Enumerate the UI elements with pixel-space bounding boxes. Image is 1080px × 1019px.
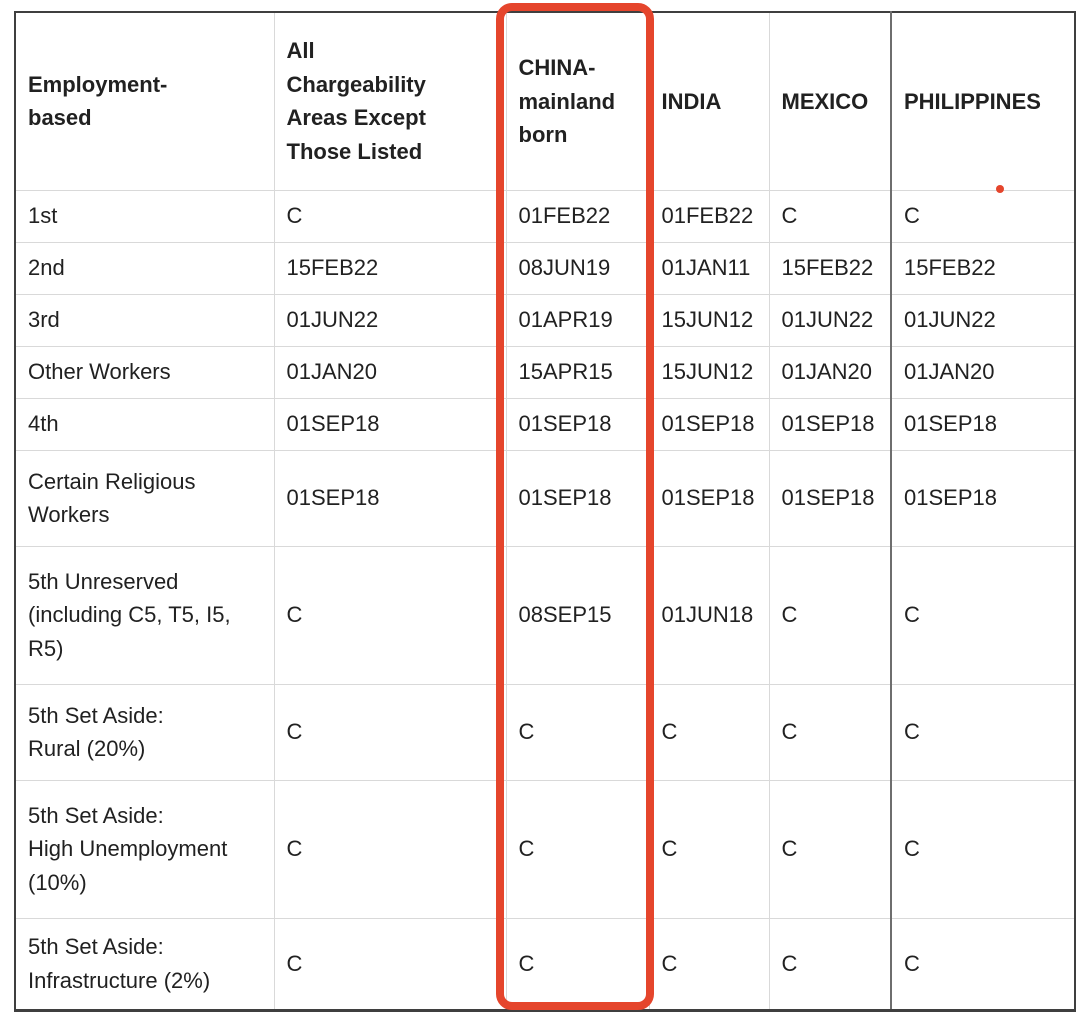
cell-india: C <box>648 779 770 919</box>
cell-china: 01SEP18 <box>505 449 650 547</box>
column-header-all-chargeability: All Chargeability Areas Except Those Lis… <box>273 11 507 191</box>
table-row-5th-set-aside-infrastructure: 5th Set Aside: Infrastructure (2%) C C C… <box>14 917 1076 1011</box>
cell-philippines: 01JAN20 <box>890 345 1076 399</box>
cell-india: C <box>648 917 770 1011</box>
cell-china: C <box>505 683 650 781</box>
table-row-4th: 4th 01SEP18 01SEP18 01SEP18 01SEP18 01SE… <box>14 397 1076 451</box>
cell-all-chargeability: 15FEB22 <box>273 241 507 295</box>
cell-all-chargeability: 01SEP18 <box>273 397 507 451</box>
row-label: 1st <box>14 189 275 243</box>
cell-india: C <box>648 683 770 781</box>
cell-mexico: C <box>768 779 892 919</box>
cell-mexico: 01JUN22 <box>768 293 892 347</box>
table-row-5th-set-aside-rural: 5th Set Aside: Rural (20%) C C C C C <box>14 683 1076 781</box>
cell-all-chargeability: C <box>273 683 507 781</box>
row-label: 5th Set Aside: Infrastructure (2%) <box>14 917 275 1011</box>
cell-china: 15APR15 <box>505 345 650 399</box>
row-label: 5th Set Aside: Rural (20%) <box>14 683 275 781</box>
cell-india: 01JUN18 <box>648 545 770 685</box>
cell-mexico: C <box>768 917 892 1011</box>
row-label: 5th Set Aside: High Unemployment (10%) <box>14 779 275 919</box>
cell-all-chargeability: C <box>273 779 507 919</box>
cell-india: 01SEP18 <box>648 397 770 451</box>
cell-all-chargeability: C <box>273 917 507 1011</box>
row-label: 2nd <box>14 241 275 295</box>
column-header-philippines: PHILIPPINES <box>890 11 1076 191</box>
cell-china: 08JUN19 <box>505 241 650 295</box>
table-row-5th-set-aside-high-unemployment: 5th Set Aside: High Unemployment (10%) C… <box>14 779 1076 919</box>
cell-china: C <box>505 779 650 919</box>
cell-all-chargeability: C <box>273 545 507 685</box>
cell-philippines: 01SEP18 <box>890 449 1076 547</box>
table-row-5th-unreserved: 5th Unreserved (including C5, T5, I5, R5… <box>14 545 1076 685</box>
cell-all-chargeability: C <box>273 189 507 243</box>
row-label: 5th Unreserved (including C5, T5, I5, R5… <box>14 545 275 685</box>
cell-mexico: 15FEB22 <box>768 241 892 295</box>
employment-based-cutoff-table: Employment- based All Chargeability Area… <box>14 11 1076 1012</box>
cell-all-chargeability: 01SEP18 <box>273 449 507 547</box>
cell-philippines: C <box>890 917 1076 1011</box>
table-row-1st: 1st C 01FEB22 01FEB22 C C <box>14 189 1076 243</box>
column-header-employment-based: Employment- based <box>14 11 275 191</box>
cell-mexico: C <box>768 683 892 781</box>
row-label: Certain Religious Workers <box>14 449 275 547</box>
cell-china: 01SEP18 <box>505 397 650 451</box>
cell-china: 08SEP15 <box>505 545 650 685</box>
cell-philippines: C <box>890 779 1076 919</box>
cell-mexico: C <box>768 545 892 685</box>
cell-mexico: 01SEP18 <box>768 397 892 451</box>
row-label: 3rd <box>14 293 275 347</box>
cell-china: 01FEB22 <box>505 189 650 243</box>
header-row: Employment- based All Chargeability Area… <box>14 11 1076 191</box>
row-label: Other Workers <box>14 345 275 399</box>
cell-china: C <box>505 917 650 1011</box>
cell-philippines: C <box>890 683 1076 781</box>
cell-philippines: C <box>890 189 1076 243</box>
cell-mexico: 01SEP18 <box>768 449 892 547</box>
cell-mexico: 01JAN20 <box>768 345 892 399</box>
table-row-3rd: 3rd 01JUN22 01APR19 15JUN12 01JUN22 01JU… <box>14 293 1076 347</box>
column-header-mexico: MEXICO <box>768 11 892 191</box>
column-header-china: CHINA- mainland born <box>505 11 650 191</box>
cell-india: 01FEB22 <box>648 189 770 243</box>
cell-india: 01JAN11 <box>648 241 770 295</box>
cell-india: 15JUN12 <box>648 293 770 347</box>
row-label: 4th <box>14 397 275 451</box>
cell-philippines: 15FEB22 <box>890 241 1076 295</box>
table-row-certain-religious-workers: Certain Religious Workers 01SEP18 01SEP1… <box>14 449 1076 547</box>
cell-mexico: C <box>768 189 892 243</box>
cell-philippines: C <box>890 545 1076 685</box>
red-annotation-dot <box>996 185 1004 193</box>
cell-india: 15JUN12 <box>648 345 770 399</box>
cell-all-chargeability: 01JUN22 <box>273 293 507 347</box>
cell-india: 01SEP18 <box>648 449 770 547</box>
table-row-other-workers: Other Workers 01JAN20 15APR15 15JUN12 01… <box>14 345 1076 399</box>
column-header-india: INDIA <box>648 11 770 191</box>
cell-philippines: 01JUN22 <box>890 293 1076 347</box>
cell-all-chargeability: 01JAN20 <box>273 345 507 399</box>
cell-china: 01APR19 <box>505 293 650 347</box>
cell-philippines: 01SEP18 <box>890 397 1076 451</box>
table-row-2nd: 2nd 15FEB22 08JUN19 01JAN11 15FEB22 15FE… <box>14 241 1076 295</box>
